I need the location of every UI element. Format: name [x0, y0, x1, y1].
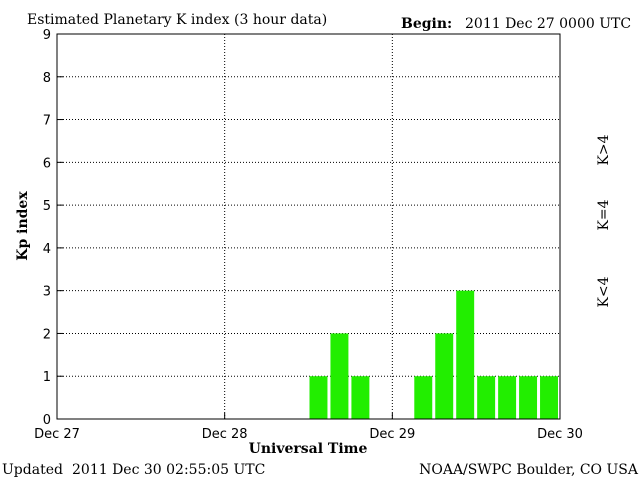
- kp-bar: [477, 376, 496, 419]
- kp-bar: [519, 376, 538, 419]
- credit: NOAA/SWPC Boulder, CO USA: [419, 462, 639, 478]
- x-tick-label: Dec 30: [537, 427, 583, 442]
- legend-k-gt-4: K>4: [596, 134, 612, 165]
- begin-value: 2011 Dec 27 0000 UTC: [465, 16, 631, 32]
- plot-frame: [56, 33, 561, 420]
- x-axis-label: Universal Time: [249, 441, 368, 457]
- updated-label: Updated: [2, 462, 63, 478]
- x-tick-label: Dec 27: [34, 427, 80, 442]
- x-axis-ticks: Dec 27 Dec 28 Dec 29 Dec 30: [34, 413, 583, 442]
- kp-bar: [435, 333, 454, 419]
- kp-bar: [414, 376, 433, 419]
- y-tick-label: 7: [43, 114, 51, 129]
- legend-k-lt-4: K<4: [596, 276, 612, 307]
- y-tick-label: 8: [43, 71, 51, 86]
- y-tick-label: 6: [43, 156, 51, 171]
- legend-k-eq-4: K=4: [596, 199, 612, 230]
- y-tick-label: 3: [43, 285, 51, 300]
- kp-bar: [330, 333, 349, 419]
- kp-bar: [309, 376, 328, 419]
- y-tick-label: 4: [43, 242, 51, 257]
- x-tick-label: Dec 28: [202, 427, 248, 442]
- y-axis-ticks: 0 1 2 3 4 5 6 7 8 9: [43, 28, 63, 428]
- grid: [57, 34, 560, 419]
- kp-bar: [351, 376, 370, 419]
- y-tick-label: 1: [43, 370, 51, 385]
- kp-bar: [540, 376, 558, 419]
- y-tick-label: 0: [43, 413, 51, 428]
- y-tick-label: 5: [43, 199, 51, 214]
- y-axis-label: Kp index: [15, 191, 31, 261]
- y-tick-label: 2: [43, 327, 51, 342]
- kp-bar: [498, 376, 517, 419]
- y-tick-label: 9: [43, 28, 51, 43]
- kp-bar: [456, 290, 475, 419]
- begin-label: Begin:: [401, 16, 452, 32]
- x-tick-label: Dec 29: [369, 427, 415, 442]
- updated-value: 2011 Dec 30 02:55:05 UTC: [72, 462, 265, 478]
- chart-title: Estimated Planetary K index (3 hour data…: [27, 12, 327, 28]
- bars: [309, 290, 558, 419]
